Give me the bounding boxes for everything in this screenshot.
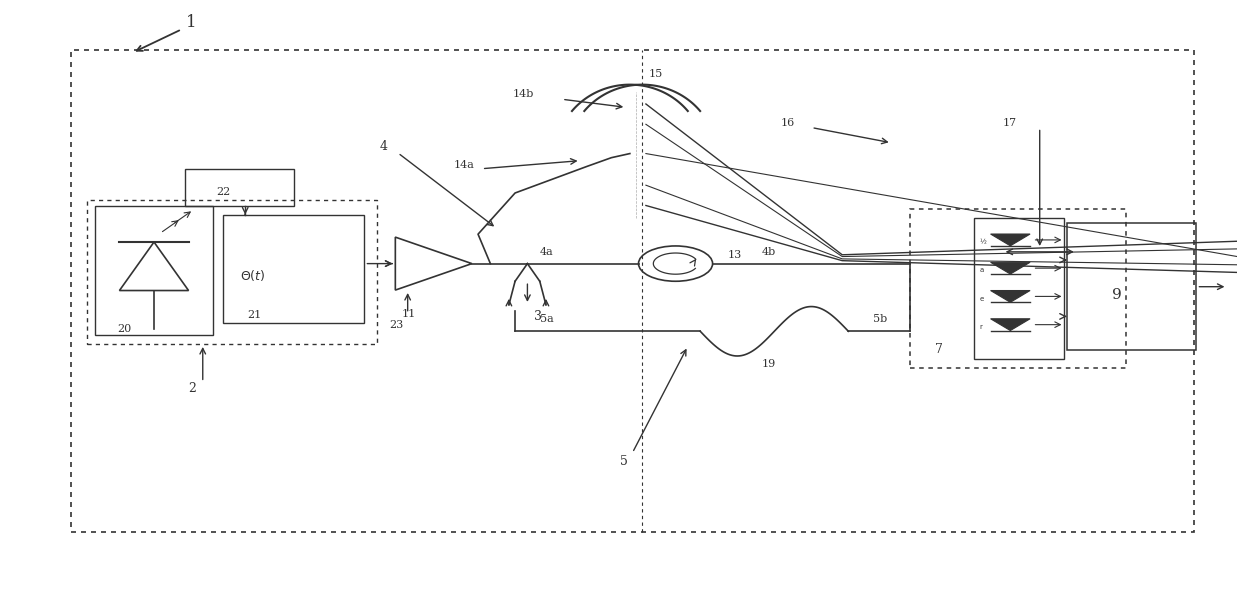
Text: e: e [980, 296, 983, 302]
Text: 5a: 5a [539, 314, 553, 324]
Bar [222, 214, 365, 324]
Polygon shape [991, 290, 1030, 302]
Text: a: a [980, 267, 983, 273]
Text: 15: 15 [649, 69, 662, 79]
Text: 2: 2 [188, 383, 196, 396]
Text: 9: 9 [1112, 288, 1122, 302]
Text: 7: 7 [935, 343, 942, 356]
Bar [71, 50, 1194, 532]
Text: 5b: 5b [873, 314, 888, 324]
Text: ½: ½ [980, 239, 986, 245]
Text: 20: 20 [117, 324, 131, 334]
Bar [95, 206, 212, 335]
Polygon shape [991, 319, 1030, 330]
Text: 4a: 4a [539, 247, 553, 257]
Bar [975, 217, 1064, 359]
Text: 14a: 14a [454, 160, 474, 169]
Polygon shape [991, 234, 1030, 246]
Text: 22: 22 [216, 187, 231, 197]
Bar [910, 208, 1126, 368]
Text: 14b: 14b [512, 89, 534, 99]
Text: 19: 19 [761, 359, 776, 369]
Text: 3: 3 [533, 309, 542, 323]
Text: 4: 4 [379, 140, 387, 153]
Text: 21: 21 [247, 309, 262, 320]
Bar [186, 169, 294, 206]
Text: 1: 1 [186, 14, 196, 31]
Text: 16: 16 [780, 118, 795, 128]
Polygon shape [991, 263, 1030, 274]
Text: 4b: 4b [761, 247, 776, 257]
Text: r: r [980, 324, 982, 330]
Bar [87, 200, 377, 344]
Text: 13: 13 [728, 249, 742, 260]
Bar [1066, 223, 1197, 350]
Text: 17: 17 [1003, 118, 1017, 128]
Text: 23: 23 [389, 320, 403, 330]
Text: 5: 5 [620, 454, 627, 467]
Text: 11: 11 [402, 308, 415, 318]
Text: $\Theta(t)$: $\Theta(t)$ [239, 268, 265, 283]
